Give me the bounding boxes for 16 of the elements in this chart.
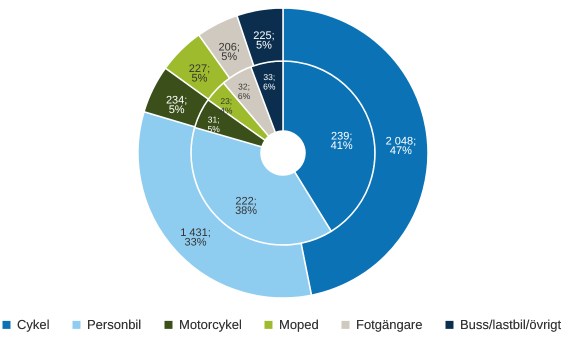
data-label: 239; 41% [330, 130, 353, 152]
data-label: 1 431; 33% [180, 226, 211, 248]
data-label: 33; 6% [263, 72, 276, 92]
legend-label: Buss/lastbil/övrigt [460, 316, 562, 332]
data-label: 32; 6% [238, 82, 251, 102]
legend-label: Moped [279, 316, 319, 332]
data-label: 225; 5% [253, 30, 275, 52]
legend-label: Motorcykel [179, 316, 242, 332]
data-label: 206; 5% [218, 41, 240, 63]
data-label: 227; 5% [188, 62, 210, 84]
legend-label: Cykel [17, 316, 50, 332]
legend-label: Personbil [87, 316, 142, 332]
legend-label: Fotgängare [356, 316, 422, 332]
data-label: 2 048; 47% [386, 135, 416, 157]
data-label: 234; 5% [166, 94, 188, 116]
data-label: 222; 38% [235, 196, 258, 218]
